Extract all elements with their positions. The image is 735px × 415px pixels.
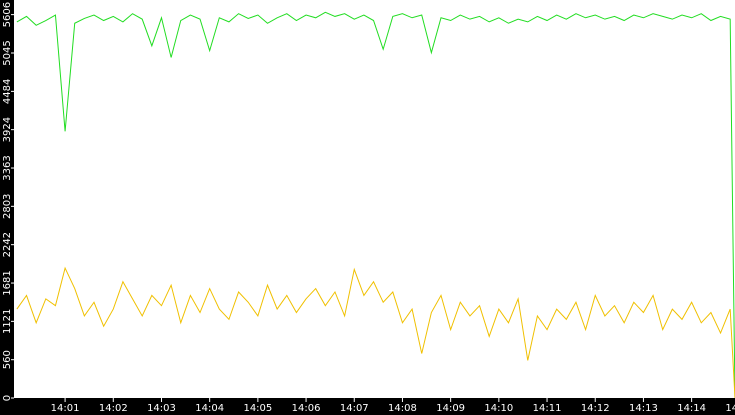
x-tick-label: 14:06 xyxy=(292,403,321,414)
series-line xyxy=(16,266,735,399)
x-axis-strip xyxy=(0,398,735,415)
y-tick-label: 1681 xyxy=(2,270,13,295)
y-tick-label: 2803 xyxy=(2,194,13,219)
x-tick-label: 14:09 xyxy=(436,403,465,414)
y-tick-label: 3363 xyxy=(2,155,13,180)
y-tick-label: 1121 xyxy=(2,309,13,334)
x-tick-label: 14:04 xyxy=(195,403,224,414)
x-tick-label: 14:11 xyxy=(533,403,562,414)
y-axis-strip xyxy=(0,0,14,415)
x-tick-label: 14:01 xyxy=(51,403,80,414)
x-tick-label: 14:15 xyxy=(725,403,735,414)
y-tick-label: 5045 xyxy=(2,40,13,65)
x-tick-label: 14:05 xyxy=(243,403,272,414)
x-tick-label: 14:12 xyxy=(581,403,610,414)
y-tick-label: 560 xyxy=(2,350,13,369)
x-tick-label: 14:13 xyxy=(629,403,658,414)
y-tick-label: 5606 xyxy=(2,2,13,27)
x-tick-label: 14:14 xyxy=(677,403,706,414)
x-tick-label: 14:10 xyxy=(484,403,513,414)
x-tick-label: 14:07 xyxy=(340,403,369,414)
y-tick-label: 3924 xyxy=(2,117,13,142)
x-tick-label: 14:08 xyxy=(388,403,417,414)
x-tick-label: 14:02 xyxy=(99,403,128,414)
y-tick-label: 4484 xyxy=(2,79,13,104)
y-tick-label: 2242 xyxy=(2,232,13,257)
x-tick-label: 14:03 xyxy=(147,403,176,414)
series-line xyxy=(16,11,735,399)
y-tick-label: 0 xyxy=(2,395,13,401)
